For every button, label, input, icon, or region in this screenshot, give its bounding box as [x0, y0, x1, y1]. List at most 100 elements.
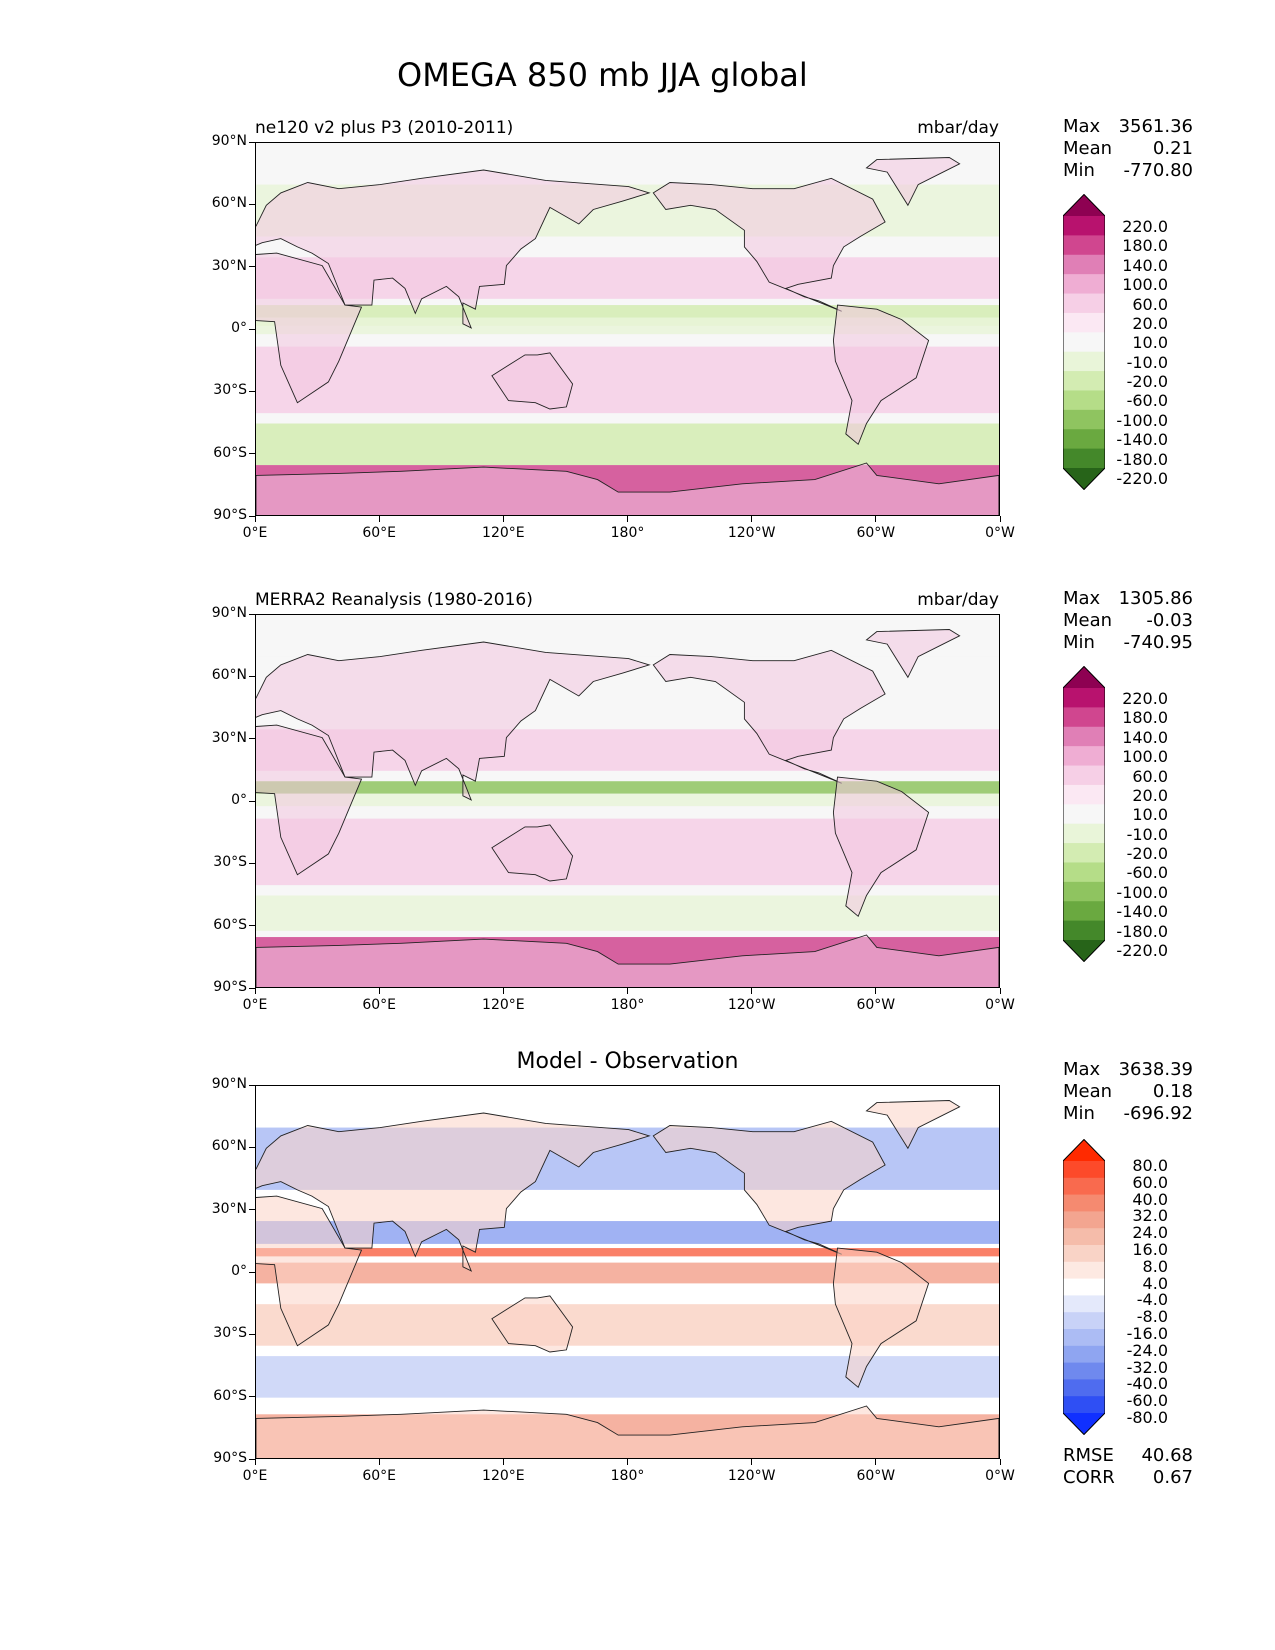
lon-tick-label: 0°E	[242, 1468, 268, 1484]
lon-tick-label: 0°W	[985, 1468, 1015, 1484]
lat-tick-label: 30°N	[211, 257, 247, 274]
stat-mean-value: 0.18	[1152, 1081, 1193, 1102]
colorbar-extend-min	[1063, 940, 1105, 962]
lon-tick-label: 120°W	[727, 997, 776, 1013]
lon-tick	[502, 1459, 504, 1465]
colorbar-label: 10.0	[1132, 333, 1168, 353]
colorbar-swatch	[1063, 1362, 1105, 1380]
lon-tick	[502, 516, 504, 522]
coastline-4	[832, 1247, 930, 1389]
colorbar-label: -40.0	[1126, 1374, 1168, 1394]
band-southern-ocean	[256, 423, 999, 466]
lat-tick	[249, 738, 255, 740]
lon-tick-label: 180°	[610, 525, 645, 541]
lat-tick	[249, 515, 255, 517]
lon-tick	[999, 1459, 1001, 1465]
lon-tick	[254, 516, 256, 522]
colorbar-swatch	[1063, 1261, 1105, 1280]
lat-tick	[249, 203, 255, 205]
colorbar-label: -32.0	[1126, 1357, 1168, 1377]
lat-tick-label: 30°N	[211, 729, 247, 746]
lat-tick-label: 90°S	[213, 507, 247, 523]
stat-min-label: Min	[1063, 1103, 1095, 1124]
map-plot[interactable]	[255, 1085, 1000, 1459]
panel-difference: Model - Observation Max 3638.39 Mean 0.18 …	[0, 1049, 1275, 1488]
colorbar-swatches	[1063, 194, 1105, 490]
lat-tick	[249, 453, 255, 455]
coastline-4	[832, 776, 930, 918]
colorbar-label: -16.0	[1126, 1323, 1168, 1343]
colorbar-swatch	[1063, 823, 1105, 844]
colorbar-label: 20.0	[1132, 313, 1168, 333]
colorbar-label: -24.0	[1126, 1340, 1168, 1360]
coastline-0	[256, 724, 363, 876]
lon-tick	[627, 516, 628, 522]
coastline-0	[256, 1195, 363, 1347]
colorbar-swatch	[1063, 804, 1105, 825]
colorbar-swatch	[1063, 1295, 1105, 1313]
colorbar-label: 32.0	[1132, 1206, 1168, 1226]
figure-title-text: OMEGA 850 mb JJA global	[397, 56, 808, 94]
band-itcz	[256, 1248, 999, 1257]
colorbar-label: 24.0	[1132, 1223, 1168, 1243]
rmse-label: RMSE	[1063, 1445, 1114, 1466]
colorbar-extend-max	[1063, 1139, 1105, 1161]
lat-tick	[249, 1396, 255, 1398]
lon-tick-label: 0°W	[985, 997, 1015, 1013]
band-southern-ocean	[256, 895, 999, 931]
stat-max-value: 3638.39	[1118, 1059, 1193, 1080]
panel-units: mbar/day	[917, 590, 999, 610]
colorbar-label: 60.0	[1132, 294, 1168, 314]
lat-tick-label: 30°S	[213, 382, 247, 399]
colorbar-label: -100.0	[1116, 410, 1168, 430]
colorbar-swatch	[1063, 1194, 1105, 1212]
colorbar-swatches	[1063, 1139, 1105, 1435]
lat-tick	[249, 675, 255, 677]
coastline-4	[832, 304, 930, 446]
coastline-0	[256, 252, 363, 404]
colorbar-swatch	[1063, 1312, 1105, 1330]
map-field	[256, 143, 999, 515]
stat-max-label: Max	[1063, 588, 1101, 609]
map-plot[interactable]	[255, 142, 1000, 516]
colorbar-swatch	[1063, 1211, 1105, 1229]
colorbar-label: -220.0	[1116, 940, 1168, 960]
stat-min-label: Min	[1063, 160, 1095, 181]
colorbar-labels: 80.0 60.0 40.0 32.0 24.0 16.0 8.0 4.0 -4.0 -8.0 -1…	[1112, 1157, 1168, 1427]
coastline-5	[865, 629, 961, 679]
stat-max-value: 3561.36	[1118, 116, 1193, 137]
lon-tick-label: 120°E	[482, 1468, 525, 1484]
corr-label: CORR	[1063, 1467, 1115, 1488]
colorbar-outline	[1063, 194, 1105, 490]
colorbar-swatch	[1063, 881, 1105, 902]
lon-tick	[875, 516, 877, 522]
colorbar-label: -100.0	[1116, 882, 1168, 902]
colorbar-label: -4.0	[1136, 1290, 1168, 1310]
stat-mean-label: Mean	[1063, 1081, 1113, 1102]
coastline-1	[256, 1112, 651, 1272]
lat-tick-label: 60°N	[211, 667, 247, 684]
lon-tick	[378, 1459, 380, 1465]
colorbar-swatch	[1063, 862, 1105, 883]
coastline-6	[256, 934, 999, 987]
colorbar-swatch	[1063, 1379, 1105, 1397]
colorbar-swatch	[1063, 746, 1105, 767]
lat-tick-label: 90°S	[213, 1450, 247, 1466]
lon-tick	[254, 1459, 256, 1465]
coastline-6	[256, 462, 999, 515]
colorbar-swatch	[1063, 1245, 1105, 1263]
map-plot[interactable]	[255, 614, 1000, 988]
colorbar-swatch	[1063, 1278, 1105, 1296]
colorbar-swatch	[1063, 293, 1105, 314]
colorbar-swatch	[1063, 784, 1105, 805]
stat-min-value: -740.95	[1123, 632, 1193, 653]
lat-tick	[249, 613, 255, 615]
map-field	[256, 615, 999, 987]
panel-model: ne120 v2 plus P3 (2010-2011) mbar/day Ma…	[0, 116, 1275, 541]
stat-min-value: -770.80	[1123, 160, 1193, 181]
colorbar-label: -8.0	[1136, 1307, 1168, 1327]
colorbar-label: 220.0	[1122, 689, 1168, 708]
colorbar-swatch	[1063, 726, 1105, 747]
stat-min-label: Min	[1063, 632, 1095, 653]
colorbar-label: -20.0	[1126, 844, 1168, 863]
